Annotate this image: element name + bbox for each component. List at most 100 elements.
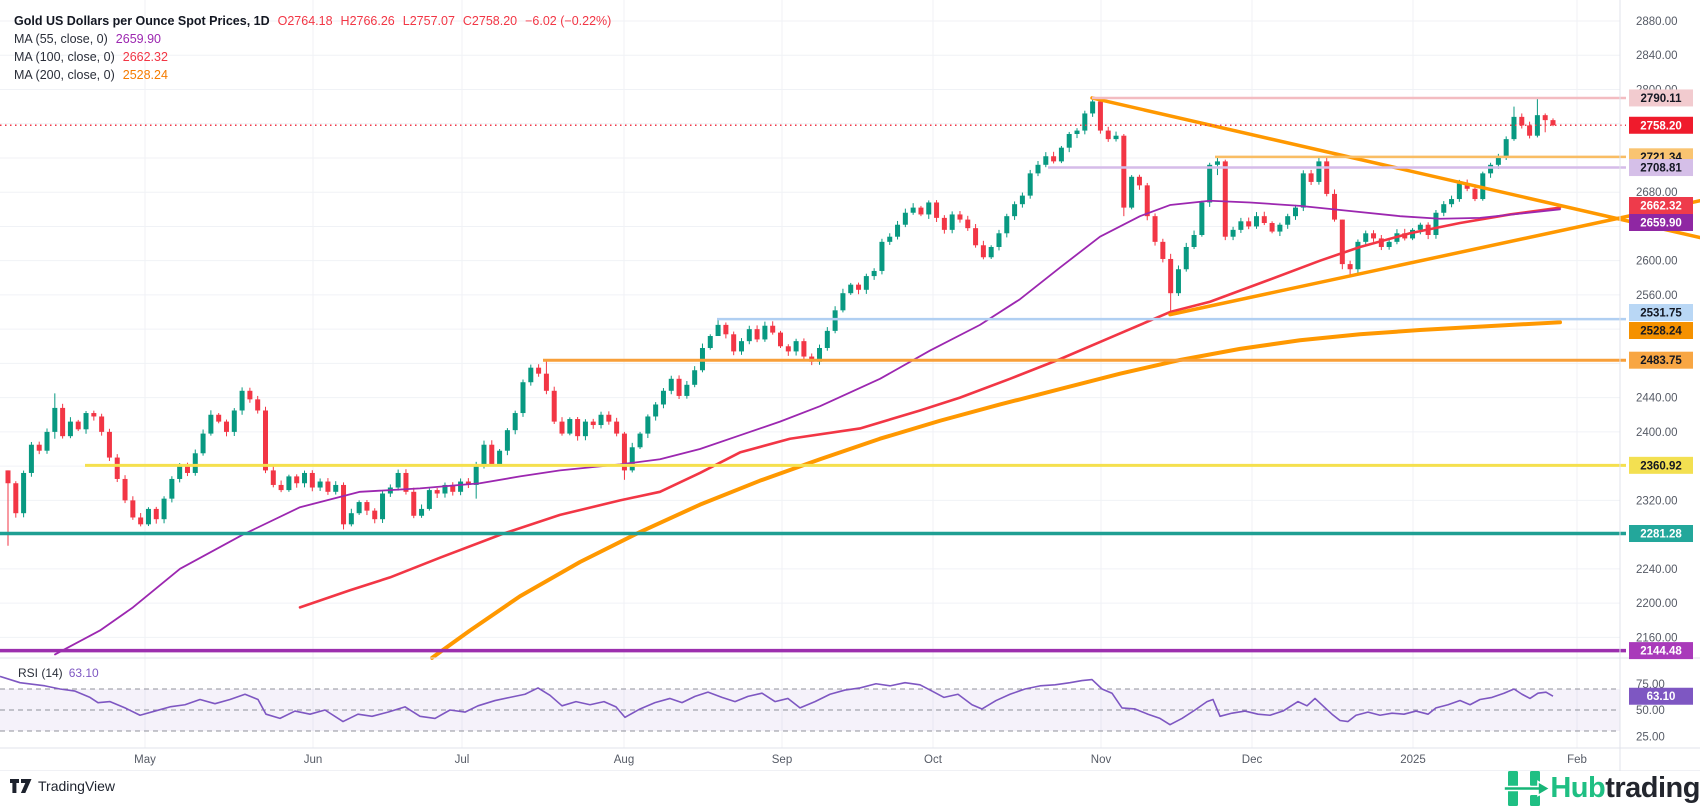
month-label: Nov — [1091, 754, 1112, 766]
rsi-tick-label: 50.00 — [1636, 705, 1665, 717]
candle-body — [75, 421, 81, 430]
candle-body — [536, 367, 542, 374]
candle-body — [1472, 188, 1478, 200]
candle-body — [941, 217, 947, 230]
candle-body — [1097, 101, 1103, 131]
ma100-legend-row[interactable]: MA (100, close, 0) 2662.32 — [14, 48, 611, 66]
candle-body — [832, 310, 838, 331]
ma55-label: MA (55, close, 0) — [14, 32, 108, 46]
price-tick-label: 2400.00 — [1636, 427, 1678, 439]
candle-body — [528, 367, 534, 383]
ma200-label: MA (200, close, 0) — [14, 68, 115, 82]
candle-body — [1285, 216, 1291, 225]
candle-body — [793, 341, 799, 352]
candle-body — [473, 466, 479, 485]
time-axis[interactable]: May Jun Jul Aug Sep Oct Nov Dec 2025 Feb — [134, 754, 1587, 766]
candle-body — [614, 421, 620, 434]
candle-body — [356, 502, 362, 514]
tradingview-attribution[interactable]: TradingView — [10, 778, 115, 794]
candle-body — [684, 384, 690, 396]
candle-body — [1144, 185, 1150, 217]
candle-body — [1222, 161, 1228, 237]
candle-body — [1495, 156, 1501, 165]
candle-body — [270, 470, 276, 485]
candle-body — [208, 414, 214, 434]
price-gridlines — [0, 0, 1620, 748]
candle-body — [106, 431, 112, 458]
candle-body — [754, 329, 760, 340]
candle-body — [497, 450, 503, 465]
candle-body — [606, 414, 612, 422]
candle-body — [676, 378, 682, 396]
candle-body — [1043, 156, 1049, 165]
candle-body — [1519, 116, 1525, 126]
candle-body — [1082, 113, 1088, 131]
candle-body — [419, 508, 425, 516]
candle-body — [918, 207, 924, 215]
ma55-legend-row[interactable]: MA (55, close, 0) 2659.90 — [14, 30, 611, 48]
rsi-legend[interactable]: RSI (14) 63.10 — [18, 666, 99, 680]
candle-body — [341, 484, 347, 525]
ascending-trendline[interactable] — [1168, 199, 1700, 317]
candle-body — [848, 284, 854, 294]
ma100-value: 2662.32 — [122, 50, 168, 64]
candle-body — [1363, 233, 1369, 242]
candle-body — [1527, 125, 1533, 136]
horizontal-levels — [0, 96, 1626, 653]
symbol-row[interactable]: Gold US Dollars per Ounce Spot Prices, 1… — [14, 12, 611, 30]
candle-body — [263, 410, 268, 471]
rsi-chip-bg — [1629, 687, 1693, 705]
candle-body — [660, 390, 666, 405]
candle-body — [988, 246, 994, 258]
candle-body — [1246, 221, 1252, 227]
candle-body — [934, 202, 940, 218]
candle-body — [1441, 204, 1447, 213]
candle-body — [223, 421, 229, 432]
month-label: Jul — [455, 754, 470, 766]
candle-body — [91, 413, 97, 417]
candle-body — [1324, 161, 1330, 194]
candle-body — [1542, 115, 1548, 121]
candle-body — [590, 421, 596, 426]
price-tick-label: 2880.00 — [1636, 16, 1678, 28]
candle-body — [169, 478, 175, 499]
candle-body — [1300, 173, 1306, 208]
candle-body — [1090, 101, 1096, 114]
month-label: Oct — [924, 754, 943, 766]
candle-body — [1160, 241, 1166, 259]
candle-body — [1207, 164, 1213, 203]
candle-body — [200, 433, 206, 454]
candle-body — [731, 334, 737, 352]
candle-body — [582, 421, 588, 437]
candle-body — [1308, 173, 1314, 182]
price-chip-text: 2708.81 — [1640, 163, 1682, 175]
rsi-chip-text: 63.10 — [1647, 691, 1676, 703]
ma200-legend-row[interactable]: MA (200, close, 0) 2528.24 — [14, 66, 611, 84]
month-label: Aug — [614, 754, 634, 766]
candle-body — [1339, 219, 1345, 265]
month-label: Sep — [772, 754, 792, 766]
candle-body — [1019, 195, 1025, 205]
candle-body — [302, 472, 308, 484]
price-tick-label: 2840.00 — [1636, 50, 1678, 62]
candle-body — [1277, 224, 1283, 232]
candle-body — [1534, 115, 1540, 136]
candle-body — [5, 470, 11, 484]
price-chip-text: 2281.28 — [1640, 529, 1682, 541]
candle-body — [575, 419, 581, 437]
candle-body — [871, 270, 877, 277]
price-chip-text: 2528.24 — [1640, 326, 1682, 338]
candle-body — [161, 498, 167, 520]
symbol-legend[interactable]: Gold US Dollars per Ounce Spot Prices, 1… — [14, 12, 611, 84]
candle-body — [294, 476, 300, 484]
candle-body — [738, 341, 744, 352]
candle-body — [44, 431, 50, 451]
candle-body — [1378, 238, 1384, 247]
candle-body — [504, 430, 510, 451]
candle-body — [99, 416, 105, 432]
candle-body — [543, 373, 549, 391]
price-chip-bg — [1629, 197, 1693, 214]
candle-body — [52, 407, 58, 432]
